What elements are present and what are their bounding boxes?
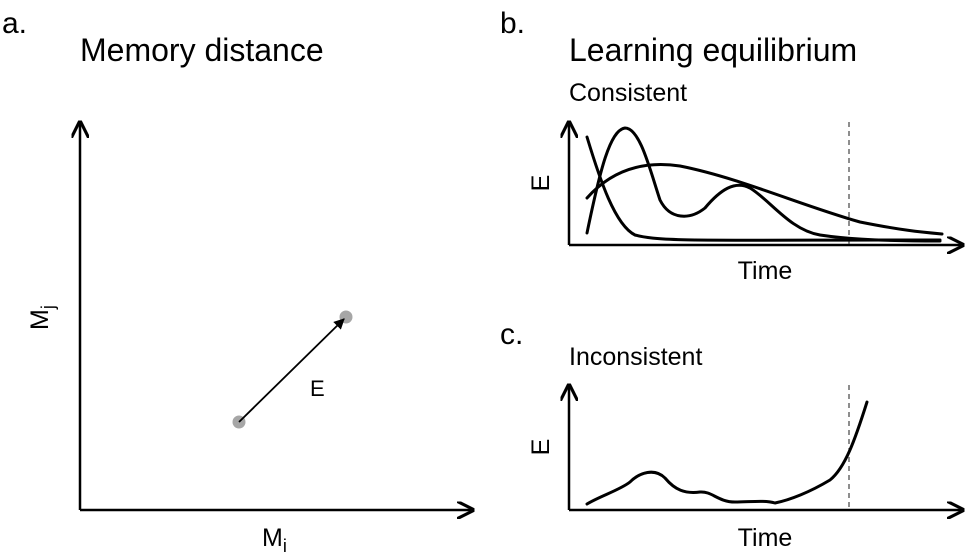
panel-subtitle: Consistent: [569, 79, 687, 107]
label-base: M: [262, 524, 283, 552]
label-sub: i: [283, 536, 287, 556]
panel-a: a. Memory distance E Mi Mj: [2, 7, 471, 556]
curve: [585, 126, 942, 243]
y-label: Mj: [26, 305, 58, 330]
panel-letter: c.: [500, 318, 523, 351]
panel-b: b. Learning equilibrium Consistent E Tim…: [500, 7, 961, 285]
panel-c: c. Inconsistent E Time: [500, 318, 961, 552]
vector-label: E: [310, 376, 325, 401]
panel-title: Learning equilibrium: [569, 32, 857, 68]
y-label: E: [527, 175, 555, 192]
curve: [585, 400, 869, 506]
x-label: Mi: [262, 524, 287, 556]
curve: [585, 162, 944, 236]
label-base: M: [26, 309, 54, 330]
panel-letter: b.: [500, 7, 525, 40]
distance-vector: [238, 318, 345, 423]
label-sub: j: [38, 305, 58, 310]
panel-title: Memory distance: [80, 32, 324, 68]
y-label: E: [527, 439, 555, 456]
panel-subtitle: Inconsistent: [569, 343, 702, 371]
x-label: Time: [738, 524, 793, 552]
curve: [585, 135, 942, 242]
panel-letter: a.: [2, 7, 27, 40]
x-label: Time: [738, 257, 793, 285]
